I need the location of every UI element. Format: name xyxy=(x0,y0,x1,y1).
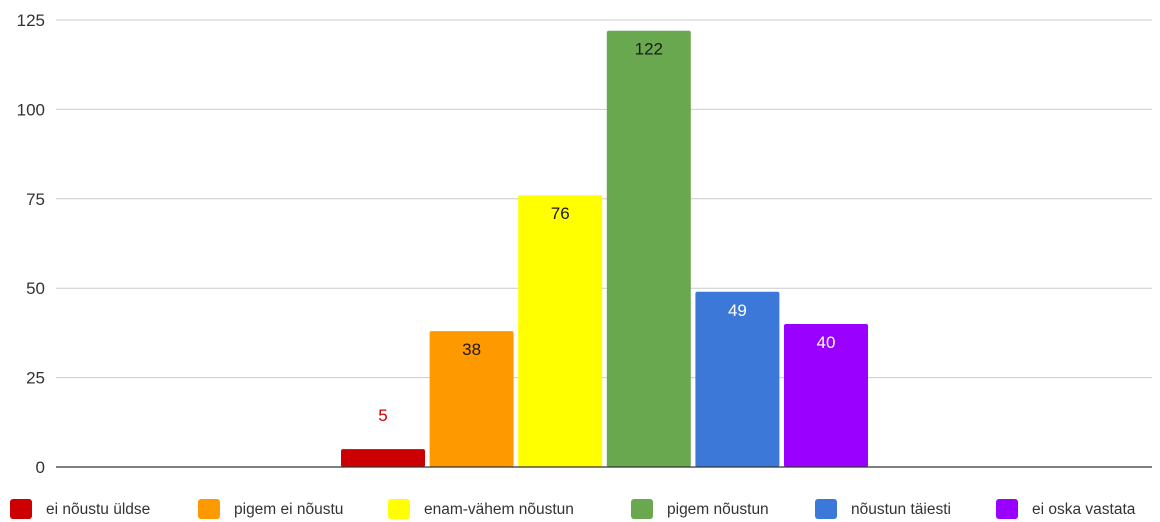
bar-1 xyxy=(341,449,425,467)
y-axis-tick-labels: 0 25 50 75 100 125 xyxy=(17,11,45,477)
bar-4 xyxy=(606,30,691,468)
legend-label: nõustun täiesti xyxy=(851,501,951,518)
data-label: 40 xyxy=(817,333,836,352)
y-tick-label: 25 xyxy=(26,369,45,388)
data-label: 5 xyxy=(378,406,387,425)
legend-label: ei nõustu üldse xyxy=(46,501,150,518)
gridlines xyxy=(56,19,1152,379)
data-label: 76 xyxy=(551,204,570,223)
data-label: 49 xyxy=(728,301,747,320)
bars xyxy=(341,30,868,468)
legend-swatch xyxy=(388,499,410,519)
data-label: 38 xyxy=(462,340,481,359)
legend: ei nõustu üldse pigem ei nõustu enam-vähem… xyxy=(10,499,1136,519)
y-tick-label: 75 xyxy=(26,190,45,209)
data-label: 122 xyxy=(635,40,663,59)
y-tick-label: 0 xyxy=(36,458,45,477)
legend-swatch xyxy=(198,499,220,519)
legend-swatch xyxy=(631,499,653,519)
y-tick-label: 125 xyxy=(17,11,45,30)
bar-5 xyxy=(695,291,780,467)
legend-swatch xyxy=(815,499,837,519)
data-labels: 5 38 76 122 49 40 xyxy=(378,40,835,425)
y-tick-label: 50 xyxy=(26,279,45,298)
legend-label: ei oska vastata xyxy=(1032,501,1136,518)
legend-label: pigem nõustun xyxy=(667,501,769,518)
bar-3 xyxy=(518,195,603,467)
legend-label: enam-vähem nõustun xyxy=(424,501,574,518)
legend-label: pigem ei nõustu xyxy=(234,501,343,518)
legend-swatch xyxy=(10,499,32,519)
y-tick-label: 100 xyxy=(17,100,45,119)
legend-swatch xyxy=(996,499,1018,519)
bar-2 xyxy=(429,331,514,467)
bar-6 xyxy=(784,323,868,467)
